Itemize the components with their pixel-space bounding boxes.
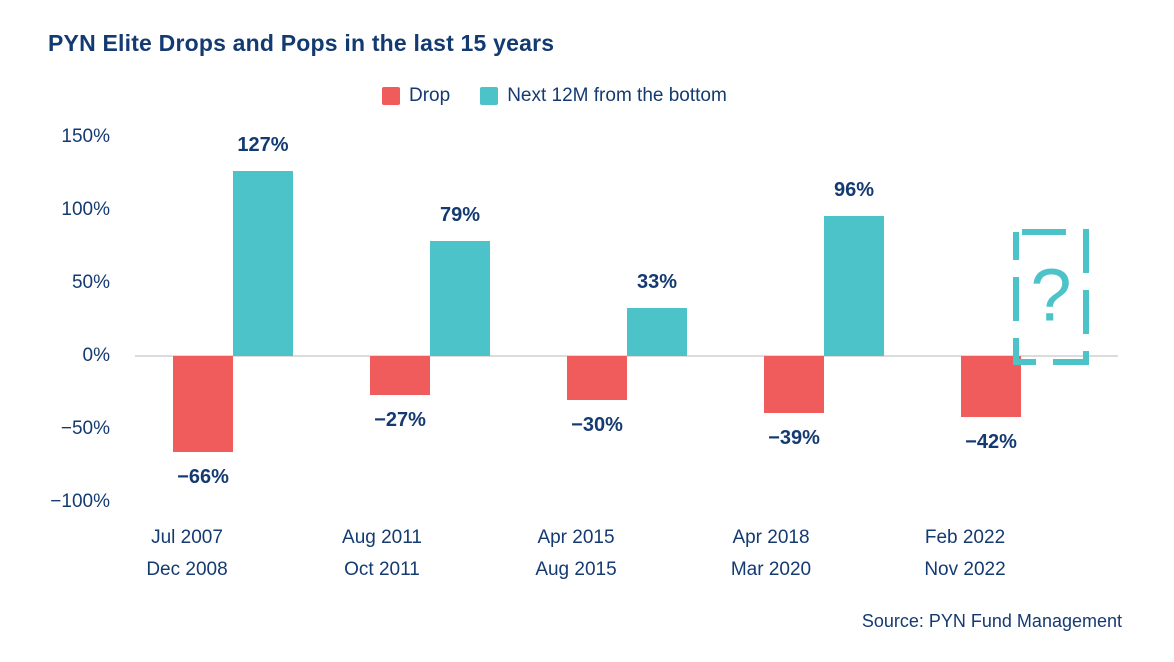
drop-value-label-2: −30% [571, 414, 623, 436]
unknown-pop-box: ? [1012, 228, 1090, 366]
y-axis-tick-label: 50% [71, 272, 110, 293]
drop-value-label-1: −27% [374, 409, 426, 431]
chart-legend: Drop Next 12M from the bottom [382, 85, 727, 107]
pop-bar-1 [430, 241, 490, 356]
pop-bar-0 [233, 171, 293, 356]
x-label-2-line2: Aug 2015 [535, 559, 617, 580]
legend-label-drop: Drop [409, 85, 451, 106]
drop-value-label-0: −66% [177, 466, 229, 488]
x-label-4-line1: Feb 2022 [924, 527, 1006, 548]
pop-value-label-2: 33% [636, 271, 678, 293]
drop-value-label-4: −42% [965, 431, 1017, 453]
legend-item-drop: Drop [382, 85, 450, 107]
drop-value-label-3: −39% [768, 427, 820, 449]
y-axis-tick-label: −50% [60, 418, 110, 439]
dashed-box-outline-icon [1013, 229, 1089, 365]
y-axis-tick-label: 0% [82, 345, 110, 366]
x-label-1-line2: Oct 2011 [344, 559, 420, 580]
legend-label-next12m: Next 12M from the bottom [507, 85, 727, 106]
x-label-3-line2: Mar 2020 [730, 559, 812, 580]
question-mark-icon: ? [1030, 253, 1072, 337]
drop-bar-1 [370, 356, 430, 395]
chart-title: PYN Elite Drops and Pops in the last 15 … [48, 30, 555, 56]
pop-bar-2 [627, 308, 687, 356]
pop-value-label-0: 127% [237, 134, 289, 156]
y-axis-tick-label: 100% [61, 199, 110, 220]
pop-value-label-3: 96% [833, 179, 875, 201]
legend-item-next12m: Next 12M from the bottom [480, 85, 727, 107]
drop-swatch-icon [382, 87, 400, 105]
x-label-3-line1: Apr 2018 [732, 527, 810, 548]
x-label-0-line2: Dec 2008 [146, 559, 228, 580]
x-label-0-line1: Jul 2007 [151, 527, 223, 548]
pop-value-label-1: 79% [439, 204, 481, 226]
drop-bar-0 [173, 356, 233, 452]
drop-bar-4 [961, 356, 1021, 417]
drop-bar-3 [764, 356, 824, 413]
x-label-2-line1: Apr 2015 [537, 527, 615, 548]
source-note: Source: PYN Fund Management [861, 611, 1122, 631]
y-axis-tick-label: 150% [61, 126, 110, 147]
x-label-4-line2: Nov 2022 [924, 559, 1006, 580]
next12m-swatch-icon [480, 87, 499, 105]
drop-bar-2 [567, 356, 627, 400]
pop-bar-3 [824, 216, 884, 356]
y-axis-tick-label: −100% [50, 491, 110, 512]
x-label-1-line1: Aug 2011 [342, 527, 422, 548]
